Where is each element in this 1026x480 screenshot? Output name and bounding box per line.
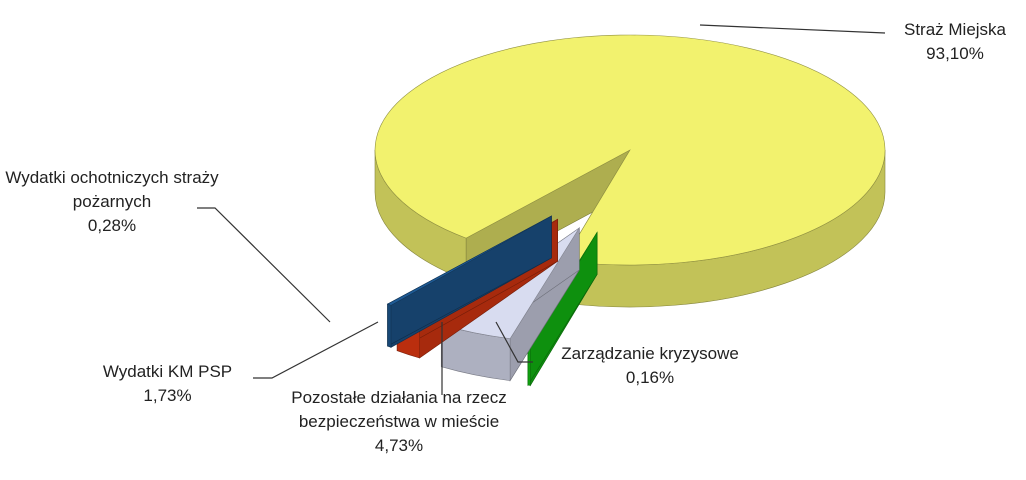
slice-label: Wydatki ochotniczych straży pożarnych 0,2…: [2, 166, 222, 238]
slice-top: [386, 215, 552, 306]
pie-slice: [386, 215, 552, 348]
leader-line: [495, 321, 533, 363]
slice-label: Straż Miejska 93,10%: [870, 18, 1026, 66]
slices: [374, 34, 886, 387]
pie-slice: [374, 34, 886, 308]
label-name: Pozostałe działania na rzecz bezpieczeńs…: [291, 388, 507, 431]
slice-label: Wydatki KM PSP 1,73%: [75, 360, 260, 408]
label-value: 0,28%: [87, 216, 137, 235]
label-value: 4,73%: [374, 436, 424, 455]
label-value: 0,16%: [625, 368, 675, 387]
label-value: 1,73%: [143, 386, 192, 405]
leader-line: [253, 321, 379, 379]
leader-line: [197, 207, 331, 323]
leader-line: [699, 24, 886, 34]
slice-label: Zarządzanie kryzysowe 0,16%: [535, 342, 765, 390]
label-name: Straż Miejska: [903, 20, 1007, 39]
label-name: Zarządzanie kryzysowe: [561, 344, 739, 363]
label-value: 93,10%: [926, 44, 984, 63]
label-name: Wydatki ochotniczych straży pożarnych: [5, 168, 219, 211]
slice-top: [374, 34, 886, 266]
slice-side: [387, 303, 392, 348]
label-name: Wydatki KM PSP: [102, 362, 233, 381]
slice-label: Pozostałe działania na rzecz bezpieczeńs…: [290, 386, 508, 458]
